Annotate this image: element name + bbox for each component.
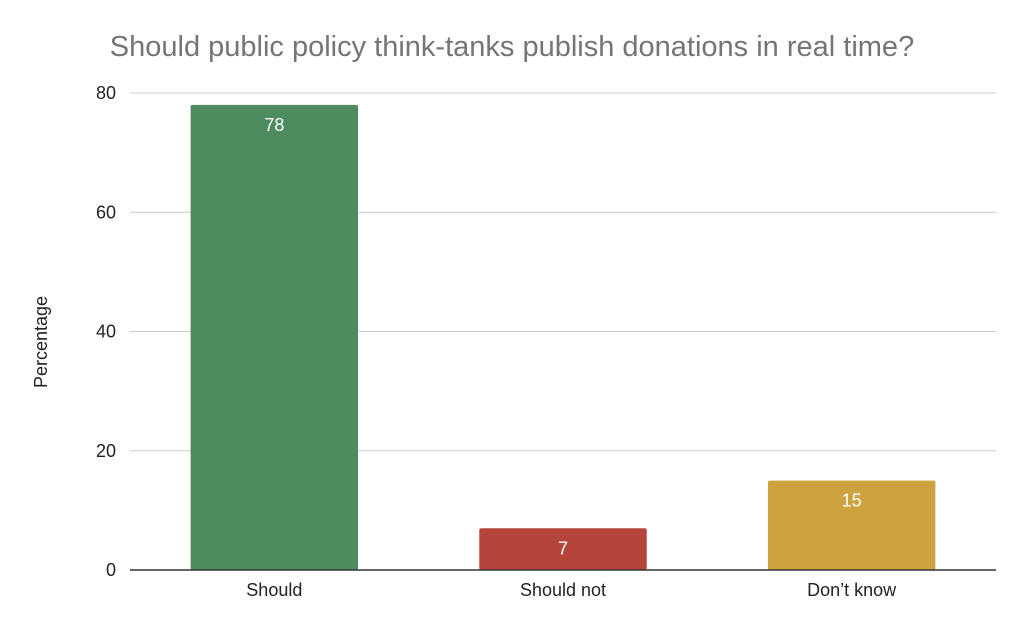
y-tick-label: 60 (96, 202, 116, 222)
data-label: 15 (842, 491, 862, 511)
bars (190, 104, 936, 571)
bar-1 (479, 528, 647, 570)
y-tick-label: 0 (106, 560, 116, 580)
data-labels: 78 7 15 (264, 115, 861, 558)
y-axis-title: Percentage (31, 296, 51, 388)
x-category-label: Should (246, 580, 302, 600)
y-tick-label: 40 (96, 322, 116, 342)
bar-2 (767, 480, 936, 570)
y-axis-ticks: 0 20 40 60 80 (96, 83, 116, 580)
chart-title: Should public policy think-tanks publish… (110, 31, 914, 63)
x-axis-categories: Should Should not Don’t know (246, 580, 897, 600)
x-category-label: Should not (520, 580, 606, 600)
data-label: 78 (264, 115, 284, 135)
x-category-label: Don’t know (807, 580, 897, 600)
y-tick-label: 80 (96, 83, 116, 103)
y-tick-label: 20 (96, 441, 116, 461)
bar-0 (190, 104, 359, 571)
data-label: 7 (558, 538, 568, 558)
